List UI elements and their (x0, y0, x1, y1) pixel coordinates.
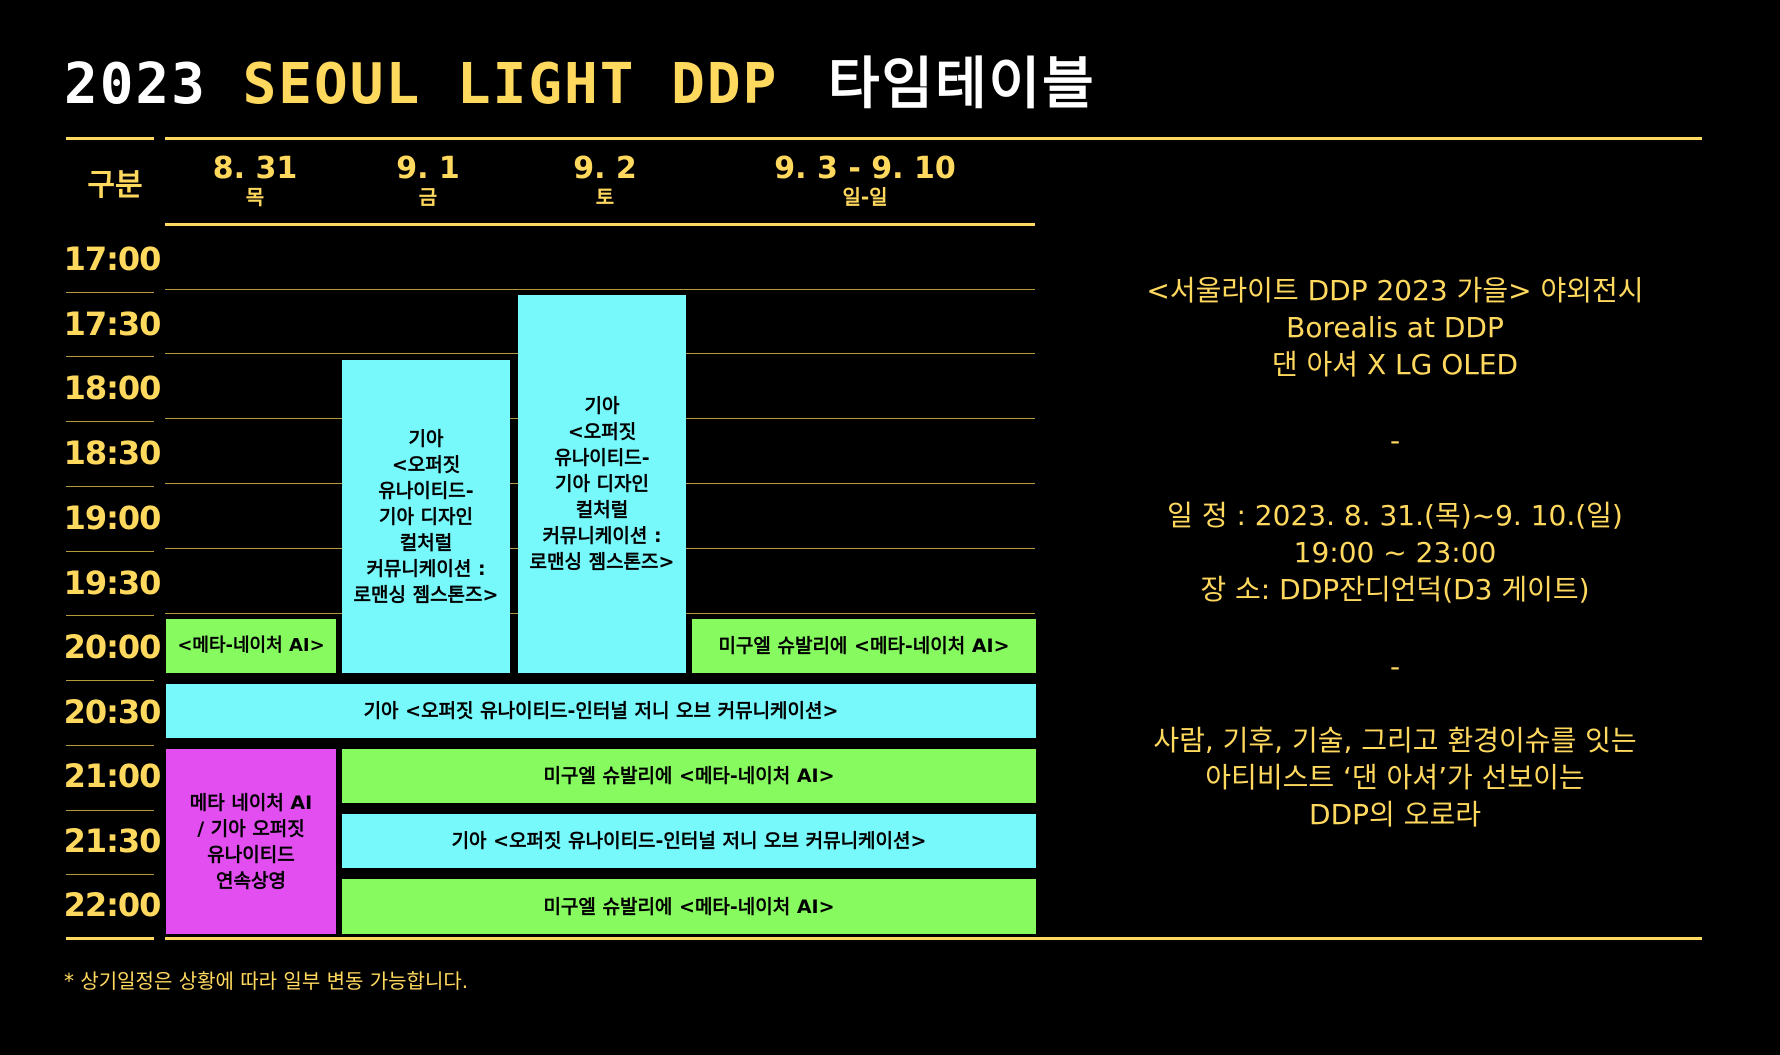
info-line: 장 소: DDP잔디언덕(D3 게이트) (1200, 573, 1590, 606)
program-block-aug31-continuous: 메타 네이처 AI / 기아 오퍼짓 유나이티드 연속상영 (166, 749, 336, 934)
day-weekday: 목 (245, 185, 265, 209)
grid-line (66, 292, 154, 293)
rule-top (165, 137, 1702, 140)
info-line: 댄 아셔 X LG OLED (1271, 348, 1519, 381)
day-weekday: 일-일 (842, 185, 888, 209)
time-label: 19:30 (63, 564, 162, 602)
program-block-sep1-kia: 기아 <오퍼짓 유나이티드- 기아 디자인 컬처럴 커뮤니케이션 : 로맨싱 젬… (342, 360, 510, 673)
footnote: * 상기일정은 상황에 따라 일부 변동 가능합니다. (64, 969, 469, 993)
program-block-2200-meta: 미구엘 슈발리에 <메타-네이처 AI> (342, 879, 1036, 934)
day-header: 9. 1 금 (368, 151, 488, 209)
info-line: 사람, 기후, 기술, 그리고 환경이슈를 잇는 (1153, 724, 1637, 757)
day-header: 9. 2 토 (545, 151, 665, 209)
info-line: DDP의 오로라 (1309, 798, 1481, 831)
time-label: 20:30 (63, 693, 162, 731)
grid-line (66, 745, 154, 746)
title-timetable: 타임테이블 (828, 52, 1096, 117)
time-label: 21:00 (63, 757, 162, 795)
rule-bottom-left (66, 937, 154, 940)
info-exhibition: <서울라이트 DDP 2023 가을> 야외전시 Borealis at DDP… (1130, 272, 1660, 383)
rule-header-bottom (165, 223, 1035, 226)
time-label: 18:00 (63, 369, 162, 407)
info-line: 19:00 ~ 23:00 (1293, 536, 1497, 569)
info-separator: - (1389, 650, 1401, 683)
time-label: 17:30 (63, 305, 162, 343)
rule-bottom (165, 937, 1702, 940)
info-separator: - (1389, 424, 1401, 457)
page-title: 2023 SEOUL LIGHT DDP 타임테이블 (64, 50, 1096, 120)
day-header: 8. 31 목 (195, 151, 315, 209)
day-date: 9. 1 (396, 151, 460, 186)
day-weekday: 금 (418, 185, 438, 209)
program-block-2100-meta: 미구엘 슈발리에 <메타-네이처 AI> (342, 749, 1036, 803)
info-description: 사람, 기후, 기술, 그리고 환경이슈를 잇는 아티비스트 ‘댄 아셔’가 선… (1130, 722, 1660, 833)
info-line: 아티비스트 ‘댄 아셔’가 선보이는 (1205, 761, 1585, 794)
grid-line (66, 421, 154, 422)
info-line: 일 정 : 2023. 8. 31.(목)~9. 10.(일) (1167, 499, 1623, 532)
day-date: 9. 2 (573, 151, 637, 186)
time-label: 17:00 (63, 240, 162, 278)
info-line: <서울라이트 DDP 2023 가을> 야외전시 (1146, 274, 1644, 307)
program-block-sep3-meta: 미구엘 슈발리에 <메타-네이처 AI> (692, 619, 1036, 673)
info-schedule: 일 정 : 2023. 8. 31.(목)~9. 10.(일) 19:00 ~ … (1130, 497, 1660, 608)
grid-line (66, 551, 154, 552)
time-label: 21:30 (63, 822, 162, 860)
program-block-aug31-meta: <메타-네이처 AI> (166, 619, 336, 673)
day-date: 8. 31 (212, 151, 298, 186)
rule-top-left (66, 137, 154, 140)
grid-line (165, 289, 1035, 290)
program-block-2030-kia: 기아 <오퍼짓 유나이티드-인터널 저니 오브 커뮤니케이션> (166, 684, 1036, 738)
title-event: SEOUL LIGHT DDP (242, 52, 779, 117)
time-label: 20:00 (63, 628, 162, 666)
program-block-sep2-kia: 기아 <오퍼짓 유나이티드- 기아 디자인 컬처럴 커뮤니케이션 : 로맨싱 젬… (518, 295, 686, 673)
title-year: 2023 (64, 52, 207, 117)
grid-line (66, 486, 154, 487)
day-weekday: 토 (595, 185, 615, 209)
grid-line (66, 356, 154, 357)
grid-line (66, 874, 154, 875)
info-line: Borealis at DDP (1286, 311, 1504, 344)
program-block-2130-kia: 기아 <오퍼짓 유나이티드-인터널 저니 오브 커뮤니케이션> (342, 814, 1036, 868)
time-label: 18:30 (63, 434, 162, 472)
day-date: 9. 3 - 9. 10 (774, 151, 956, 186)
day-header: 9. 3 - 9. 10 일-일 (760, 151, 970, 209)
header-label: 구분 (87, 168, 143, 203)
grid-line (66, 615, 154, 616)
grid-line (66, 810, 154, 811)
time-label: 22:00 (63, 886, 162, 924)
time-label: 19:00 (63, 499, 162, 537)
grid-line (66, 680, 154, 681)
